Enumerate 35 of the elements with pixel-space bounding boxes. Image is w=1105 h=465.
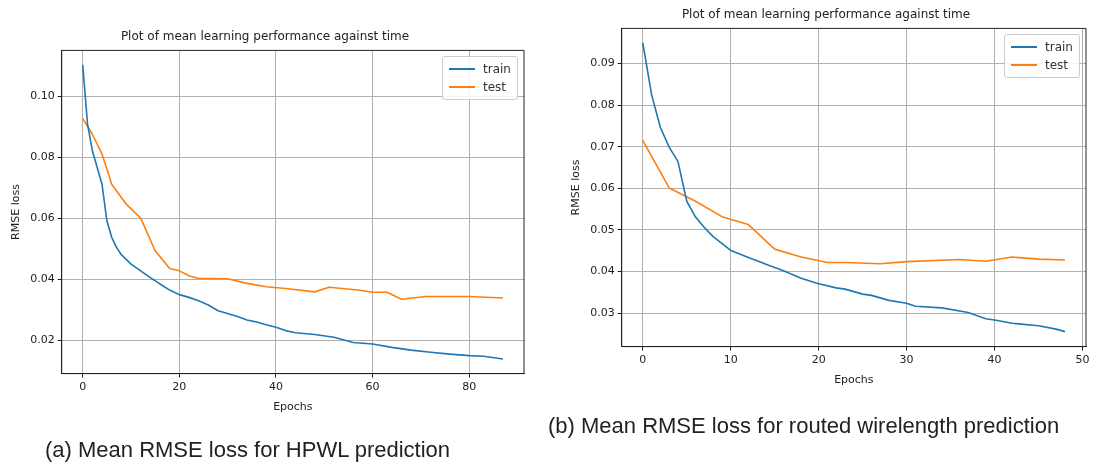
legend-label: train <box>1045 40 1073 55</box>
y-tick-label: 0.02 <box>30 332 55 346</box>
y-tick-label: 0.08 <box>590 97 615 111</box>
x-tick-label: 40 <box>268 380 283 394</box>
y-tick-label: 0.03 <box>590 306 615 320</box>
y-tick-label: 0.06 <box>30 210 55 224</box>
text: (b) Mean RMSE loss for routed wirelength prediction <box>548 413 1060 439</box>
y-axis-title: RMSE loss <box>569 159 583 216</box>
y-tick-label: 0.04 <box>30 271 55 285</box>
y-tick-label: 0.10 <box>30 89 55 102</box>
legend-label: test <box>1045 58 1069 73</box>
legend-label: test <box>483 80 507 95</box>
x-tick-label: 10 <box>723 353 738 367</box>
legend-label: train <box>483 62 511 77</box>
x-tick-label: 20 <box>811 353 826 367</box>
x-tick-label: 50 <box>1075 353 1090 367</box>
text: (a) Mean RMSE loss for HPWL prediction <box>45 437 451 463</box>
y-tick-label: 0.09 <box>590 56 615 70</box>
y-tick-label: 0.05 <box>590 222 615 236</box>
x-tick-label: 0 <box>639 353 647 367</box>
x-tick-label: 60 <box>365 380 380 394</box>
x-tick-label: 0 <box>79 380 87 394</box>
x-axis-title: Epochs <box>273 400 313 414</box>
chart-title: Plot of mean learning performance against time <box>120 29 410 44</box>
x-tick-label: 80 <box>462 380 477 394</box>
x-tick-label: 20 <box>172 380 187 394</box>
x-axis-title: Epochs <box>834 373 874 387</box>
chart-title: Plot of mean learning performance against time <box>681 7 971 22</box>
y-tick-label: 0.07 <box>590 139 615 153</box>
y-tick-label: 0.06 <box>590 181 615 195</box>
x-tick-label: 40 <box>987 353 1002 367</box>
y-tick-label: 0.04 <box>590 264 615 278</box>
y-tick-label: 0.08 <box>30 149 55 163</box>
y-axis-title: RMSE loss <box>9 183 23 240</box>
x-tick-label: 30 <box>899 353 914 367</box>
